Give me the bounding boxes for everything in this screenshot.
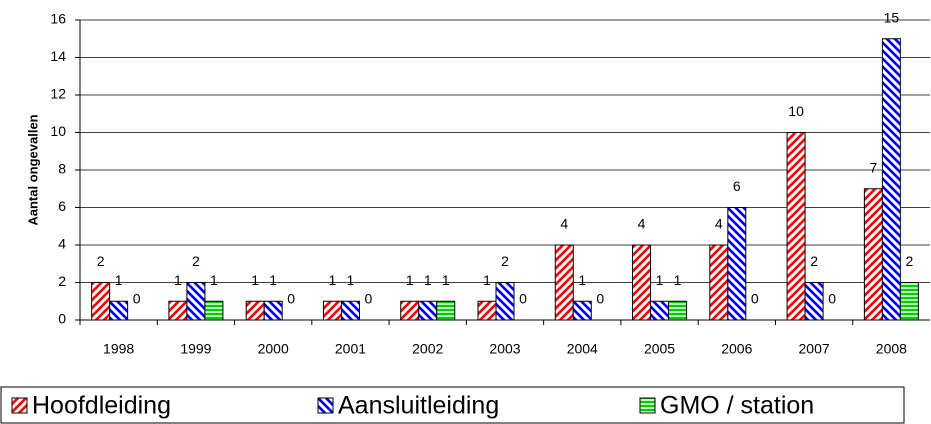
data-label: 1 bbox=[406, 272, 414, 288]
bar bbox=[263, 300, 283, 321]
data-label: 1 bbox=[347, 272, 355, 288]
bar bbox=[804, 282, 824, 321]
y-tick-label: 6 bbox=[58, 198, 66, 214]
bar bbox=[477, 300, 497, 321]
bar bbox=[91, 282, 111, 321]
bar bbox=[786, 132, 806, 321]
data-label: 2 bbox=[97, 253, 105, 269]
data-label: 15 bbox=[884, 9, 900, 25]
data-label: 1 bbox=[210, 272, 218, 288]
data-label: 1 bbox=[656, 272, 664, 288]
data-label: 1 bbox=[269, 272, 277, 288]
x-tick-label: 2008 bbox=[876, 341, 907, 357]
y-tick-label: 8 bbox=[58, 161, 66, 177]
bar bbox=[340, 300, 360, 321]
y-tick-label: 12 bbox=[50, 86, 66, 102]
data-label: 10 bbox=[788, 103, 804, 119]
data-label: 4 bbox=[715, 216, 723, 232]
bar bbox=[881, 38, 901, 321]
bar bbox=[554, 244, 574, 321]
bar bbox=[495, 282, 515, 321]
data-label: 1 bbox=[329, 272, 337, 288]
y-tick-label: 2 bbox=[58, 273, 66, 289]
legend-text: Aansluitleiding bbox=[338, 392, 499, 420]
bar bbox=[204, 300, 224, 321]
bar bbox=[186, 282, 206, 321]
bar bbox=[632, 244, 652, 321]
y-tick-label: 16 bbox=[50, 11, 66, 27]
data-label: 2 bbox=[810, 253, 818, 269]
data-label: 0 bbox=[133, 291, 141, 307]
x-tick-label: 2004 bbox=[567, 341, 598, 357]
y-tick-label: 14 bbox=[50, 48, 66, 64]
data-label: 0 bbox=[519, 291, 527, 307]
bar bbox=[322, 300, 342, 321]
data-label: 1 bbox=[251, 272, 259, 288]
data-label: 1 bbox=[578, 272, 586, 288]
bar bbox=[418, 300, 438, 321]
x-tick-label: 2000 bbox=[258, 341, 289, 357]
x-tick-label: 2005 bbox=[644, 341, 675, 357]
y-axis-title: Aantal ongevallen bbox=[25, 114, 40, 225]
x-tick-label: 2007 bbox=[799, 341, 830, 357]
x-tick-label: 2001 bbox=[335, 341, 366, 357]
data-label: 0 bbox=[287, 291, 295, 307]
bar bbox=[400, 300, 420, 321]
bar bbox=[668, 300, 688, 321]
data-label: 1 bbox=[483, 272, 491, 288]
x-tick-label: 2006 bbox=[721, 341, 752, 357]
data-label: 0 bbox=[365, 291, 373, 307]
x-tick-label: 2003 bbox=[489, 341, 520, 357]
data-label: 1 bbox=[115, 272, 123, 288]
bar bbox=[168, 300, 188, 321]
bar bbox=[650, 300, 670, 321]
y-tick-label: 10 bbox=[50, 123, 66, 139]
x-tick-label: 1998 bbox=[103, 341, 134, 357]
y-tick-label: 4 bbox=[58, 236, 66, 252]
data-label: 0 bbox=[751, 291, 759, 307]
data-label: 0 bbox=[596, 291, 604, 307]
data-label: 4 bbox=[560, 216, 568, 232]
data-label: 0 bbox=[828, 291, 836, 307]
bar bbox=[727, 207, 747, 321]
bar bbox=[245, 300, 265, 321]
data-label: 6 bbox=[733, 178, 741, 194]
bar bbox=[899, 282, 919, 321]
legend-swatch bbox=[317, 397, 334, 414]
bar bbox=[436, 300, 456, 321]
y-tick-label: 0 bbox=[58, 311, 66, 327]
data-label: 7 bbox=[869, 159, 877, 175]
data-label: 4 bbox=[638, 216, 646, 232]
data-label: 1 bbox=[424, 272, 432, 288]
data-label: 1 bbox=[174, 272, 182, 288]
legend-box bbox=[0, 386, 905, 424]
bar bbox=[863, 188, 883, 321]
data-label: 1 bbox=[674, 272, 682, 288]
legend-swatch bbox=[11, 397, 28, 414]
bar bbox=[572, 300, 592, 321]
x-tick-label: 1999 bbox=[180, 341, 211, 357]
x-tick-label: 2002 bbox=[412, 341, 443, 357]
legend-text: Hoofdleiding bbox=[32, 392, 171, 420]
data-label: 2 bbox=[501, 253, 509, 269]
legend-text: GMO / station bbox=[660, 392, 814, 420]
bar bbox=[709, 244, 729, 321]
data-label: 2 bbox=[192, 253, 200, 269]
bar bbox=[109, 300, 129, 321]
data-label: 1 bbox=[442, 272, 450, 288]
legend-swatch bbox=[639, 397, 656, 414]
data-label: 2 bbox=[905, 253, 913, 269]
